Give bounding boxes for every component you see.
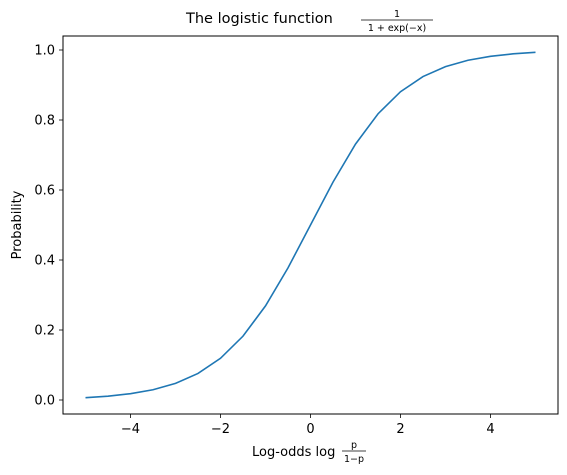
x-axis-label-numerator: p	[351, 440, 357, 451]
x-tick-label: −4	[121, 422, 140, 437]
y-axis-label: Probability	[10, 190, 25, 259]
logistic-curve-line	[85, 51, 536, 399]
chart-title-text: The logistic function	[185, 11, 333, 27]
x-tick-label: 4	[486, 422, 494, 437]
y-tick-label: 0.8	[34, 114, 55, 129]
x-axis-ticks: −4 −2 0 2 4	[121, 414, 495, 437]
chart-title-denominator: 1 + exp(−x)	[368, 23, 426, 34]
x-axis-label: Log-odds log p 1−p	[252, 440, 366, 465]
x-axis-label-denominator: 1−p	[344, 454, 364, 465]
y-tick-label: 0.2	[34, 324, 55, 339]
chart-title: The logistic function 1 1 + exp(−x)	[185, 9, 433, 34]
chart-title-numerator: 1	[394, 9, 400, 20]
y-tick-label: 0.4	[34, 254, 55, 269]
x-tick-label: −2	[211, 422, 230, 437]
y-tick-label: 0.6	[34, 184, 55, 199]
x-axis-label-text: Log-odds log	[252, 445, 335, 460]
x-tick-label: 2	[396, 422, 404, 437]
y-axis-ticks: 0.0 0.2 0.4 0.6 0.8 1.0	[34, 44, 63, 409]
y-tick-label: 1.0	[34, 44, 55, 59]
x-tick-label: 0	[306, 422, 314, 437]
y-tick-label: 0.0	[34, 394, 55, 409]
